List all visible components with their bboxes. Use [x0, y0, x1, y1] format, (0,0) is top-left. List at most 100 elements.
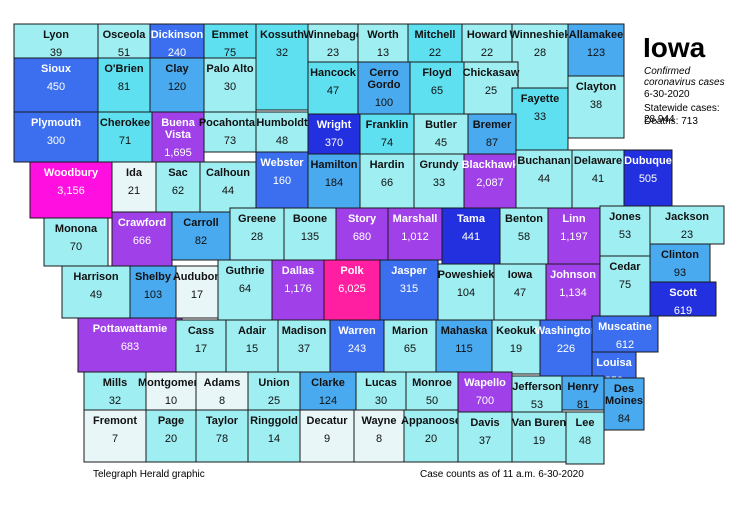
county-name: Lee [576, 417, 595, 429]
county-name: Clayton [576, 81, 617, 93]
county-mitchell: Mitchell 22 [407, 23, 463, 63]
county-name: Carroll [183, 217, 218, 229]
county-shape [649, 205, 725, 245]
county-shape [77, 317, 183, 373]
county-delaware: Delaware 41 [571, 149, 625, 209]
county-shape [403, 409, 459, 463]
county-case-count: 30 [224, 81, 236, 93]
county-o-brien: O'Brien 81 [97, 57, 151, 113]
county-name: Lucas [365, 377, 397, 389]
county-name: Bremer [473, 119, 512, 131]
county-shape [217, 259, 273, 321]
county-case-count: 1,012 [401, 231, 429, 243]
county-shape [413, 113, 469, 155]
county-case-count: 81 [118, 81, 130, 93]
county-sioux: Sioux 450 [13, 57, 99, 113]
county-case-count: 47 [514, 287, 526, 299]
county-scott: Scott 619 [649, 281, 717, 317]
county-case-count: 82 [195, 235, 207, 247]
county-case-count: 17 [191, 289, 203, 301]
county-tama: Tama 441 [441, 207, 501, 269]
county-jasper: Jasper 315 [379, 259, 439, 321]
county-case-count: 39 [50, 47, 62, 59]
county-shape [591, 351, 637, 379]
county-case-count: 666 [133, 235, 151, 247]
county-case-count: 37 [298, 343, 310, 355]
county-name: Dallas [282, 265, 314, 277]
county-marion: Marion 65 [383, 319, 437, 375]
county-shape [329, 319, 385, 373]
county-shape [649, 281, 717, 317]
county-name: Webster [260, 157, 304, 169]
county-shape [545, 263, 601, 321]
county-case-count: 9 [324, 433, 330, 445]
county-dubuque: Dubuque 505 [623, 149, 673, 207]
county-name: Dubuque [624, 155, 672, 167]
county-case-count: 73 [224, 135, 236, 147]
county-clarke: Clarke 124 [299, 371, 357, 411]
county-name: Woodbury [44, 167, 99, 179]
county-ida: Ida 21 [111, 161, 157, 213]
county-case-count: 47 [327, 85, 339, 97]
county-shape [463, 61, 519, 115]
county-case-count: 22 [429, 47, 441, 59]
statewide-cases: Statewide cases: 28,944 [644, 103, 720, 125]
county-name: Van Buren [512, 417, 567, 429]
county-shape [407, 23, 463, 63]
county-name: Jefferson [512, 381, 562, 393]
county-case-count: 15 [246, 343, 258, 355]
county-shape [307, 23, 359, 63]
county-montgomery: Montgomery 10 [138, 371, 205, 411]
county-case-count: 44 [538, 173, 550, 185]
county-shape [561, 375, 605, 411]
county-case-count: 8 [376, 433, 382, 445]
county-name: Louisa [596, 357, 632, 369]
county-shape [603, 377, 645, 431]
county-case-count: 315 [400, 283, 418, 295]
county-woodbury: Woodbury 3,156 [29, 161, 113, 219]
county-name: Jones [609, 211, 641, 223]
county-shape [129, 265, 177, 319]
county-case-count: 74 [381, 137, 393, 149]
county-name: Delaware [574, 155, 622, 167]
county-buchanan: Buchanan 44 [515, 149, 573, 209]
county-blackhawk: Blackhawk 2,087 [462, 153, 519, 209]
county-humboldt: Humboldt 48 [255, 111, 309, 153]
county-lyon: Lyon 39 [13, 23, 99, 59]
county-osceola: Osceola 51 [97, 23, 151, 59]
county-jones: Jones 53 [599, 205, 651, 257]
county-name: Decatur [307, 415, 349, 427]
county-fremont: Fremont 7 [83, 409, 147, 463]
county-name: Worth [367, 29, 399, 41]
county-name: Chickasaw [463, 67, 520, 79]
county-wayne: Wayne 8 [353, 409, 405, 463]
county-name: Clay [165, 63, 189, 75]
county-name: Cass [188, 325, 214, 337]
county-shape [353, 409, 405, 463]
county-name: Mitchell [415, 29, 456, 41]
county-case-count: 45 [435, 137, 447, 149]
county-case-count: 93 [674, 267, 686, 279]
county-jackson: Jackson 23 [649, 205, 725, 245]
county-case-count: 115 [455, 343, 473, 355]
county-name: Appanoose [401, 415, 461, 427]
county-name: Des [614, 383, 634, 395]
map-subtitle: Confirmed coronavirus cases [644, 66, 725, 88]
county-carroll: Carroll 82 [171, 211, 231, 261]
county-name: Warren [338, 325, 376, 337]
county-shape [255, 111, 309, 153]
county-name: Page [158, 415, 184, 427]
county-name: Washington [535, 325, 598, 337]
county-case-count: 64 [239, 283, 251, 295]
county-name: Winnebago [303, 29, 362, 41]
county-case-count: 160 [273, 175, 291, 187]
county-name: Gordo [368, 79, 401, 91]
county-shape [277, 319, 331, 373]
county-case-count: 81 [577, 399, 589, 411]
county-name: Mills [103, 377, 127, 389]
county-name: Fayette [521, 93, 560, 105]
county-name: Jasper [391, 265, 427, 277]
county-calhoun: Calhoun 44 [199, 161, 257, 213]
county-case-count: 3,156 [57, 185, 85, 197]
county-howard: Howard 22 [461, 23, 513, 63]
